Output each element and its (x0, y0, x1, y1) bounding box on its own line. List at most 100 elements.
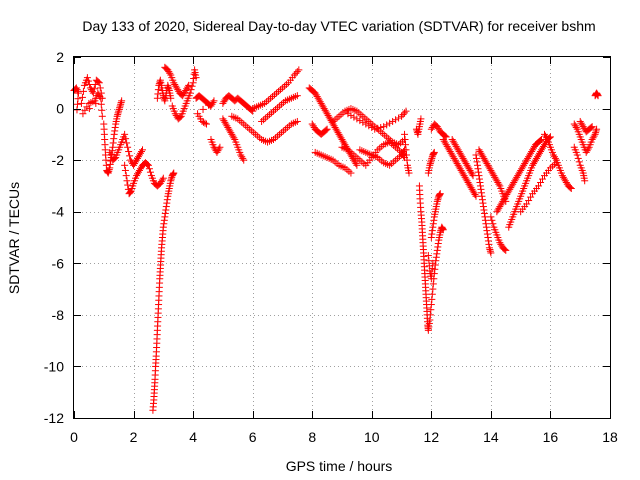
data-point (210, 97, 218, 105)
y-tick-label: -6 (52, 255, 65, 271)
data-point (98, 112, 106, 120)
data-point (73, 86, 81, 94)
y-tick-label: 2 (56, 49, 64, 65)
data-point (487, 213, 495, 221)
data-point (389, 117, 397, 125)
data-point (347, 111, 355, 119)
data-point (502, 246, 510, 254)
data-point (398, 112, 406, 120)
data-point (377, 123, 385, 131)
x-tick-label: 8 (308, 429, 316, 445)
data-point (97, 94, 105, 102)
data-point (353, 161, 361, 169)
data-point (537, 136, 545, 144)
data-point (126, 189, 134, 197)
data-point (489, 220, 497, 228)
data-point (295, 66, 303, 74)
data-point (125, 148, 133, 156)
data-point (167, 94, 175, 102)
data-point (344, 110, 352, 118)
data-point (350, 113, 358, 121)
y-tick-label: -8 (52, 307, 65, 323)
data-point (239, 154, 247, 162)
data-point (471, 191, 479, 199)
x-axis-label: GPS time / hours (286, 458, 393, 474)
data-point (185, 81, 193, 89)
data-point (383, 121, 391, 129)
chart-title: Day 133 of 2020, Sidereal Day-to-day VTE… (82, 18, 595, 34)
data-point (85, 81, 93, 89)
data-point (84, 77, 92, 85)
data-point (487, 249, 495, 257)
plot-frame (73, 56, 611, 419)
data-point (538, 136, 546, 144)
data-point (365, 122, 373, 130)
data-point (374, 124, 382, 132)
data-point (429, 259, 437, 267)
data-point (322, 126, 330, 134)
data-point (353, 115, 361, 123)
data-point (371, 125, 379, 133)
data-point (143, 160, 151, 168)
data-point (347, 169, 355, 177)
data-point (468, 170, 476, 178)
data-point (77, 99, 85, 107)
data-point (158, 176, 166, 184)
data-point (187, 86, 195, 94)
data-point (203, 120, 211, 128)
data-point (436, 190, 444, 198)
data-point (199, 105, 207, 113)
data-point (402, 107, 410, 115)
y-tick-label: 0 (56, 101, 64, 117)
data-point (201, 119, 209, 127)
data-point (356, 117, 364, 125)
data-point (495, 180, 503, 188)
data-points (70, 63, 602, 414)
data-point (137, 148, 145, 156)
data-point (94, 78, 102, 86)
x-tick-label: 14 (483, 429, 499, 445)
data-point (399, 111, 407, 119)
data-point (293, 117, 301, 125)
data-point (121, 166, 129, 174)
data-point (593, 125, 601, 133)
data-point (574, 154, 582, 162)
data-point (386, 119, 394, 127)
data-point (72, 84, 80, 92)
data-point (204, 101, 212, 109)
data-point (293, 68, 301, 76)
data-point (200, 118, 208, 126)
data-point (97, 100, 105, 108)
data-point (572, 123, 580, 131)
data-point (430, 148, 438, 156)
data-point (293, 92, 301, 100)
data-point (83, 74, 91, 82)
data-point (216, 143, 224, 151)
y-tick-label: -10 (44, 358, 64, 374)
data-point (439, 226, 447, 234)
data-point (395, 114, 403, 122)
data-point (380, 123, 388, 131)
data-point (90, 85, 98, 93)
y-tick-label: -2 (52, 152, 65, 168)
data-point (79, 87, 87, 95)
y-tick-label: -12 (44, 410, 64, 426)
data-point (573, 151, 581, 159)
data-point (78, 93, 86, 101)
x-tick-label: 10 (364, 429, 380, 445)
x-tick-label: 12 (424, 429, 440, 445)
data-point (352, 160, 360, 168)
data-point (123, 177, 131, 185)
x-tick-label: 16 (543, 429, 559, 445)
data-point (145, 165, 153, 173)
data-point (96, 93, 104, 101)
data-point (575, 158, 583, 166)
data-point (417, 115, 425, 123)
data-point (588, 123, 596, 131)
data-point (551, 154, 559, 162)
data-point (186, 89, 194, 97)
data-point (170, 169, 178, 177)
data-point (138, 146, 146, 154)
data-point (542, 134, 550, 142)
